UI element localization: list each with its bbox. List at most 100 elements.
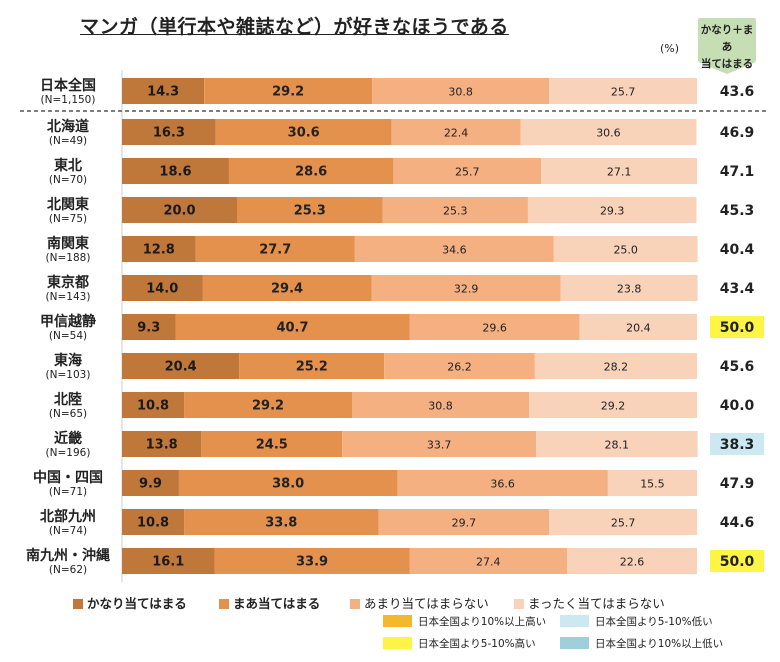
category-n-label: (N=65) xyxy=(49,408,87,420)
bar-segment xyxy=(607,470,697,496)
highlight-label-low10: 日本全国より10%以上低い xyxy=(595,638,724,650)
bar-segment xyxy=(215,119,392,145)
data-label: 13.8 xyxy=(146,438,178,453)
highlight-legend-high10: 日本全国より10%以上高い xyxy=(383,614,546,629)
category-n-label: (N=70) xyxy=(49,174,87,186)
data-label: 40.7 xyxy=(276,321,308,336)
category-n-label: (N=49) xyxy=(49,135,87,147)
legend-swatch-s2 xyxy=(219,599,229,609)
total-header-box xyxy=(698,18,756,62)
category-label: 南九州・沖縄 xyxy=(26,547,110,564)
data-label: 29.2 xyxy=(252,399,284,414)
legend-item-s1: かなり当てはまる xyxy=(73,593,187,612)
data-label: 23.8 xyxy=(617,283,642,296)
data-label: 29.2 xyxy=(601,400,626,413)
data-label: 26.2 xyxy=(447,361,472,374)
bar-segment xyxy=(122,470,179,496)
data-label: 28.1 xyxy=(605,439,630,452)
bar-segment xyxy=(549,78,697,104)
category-label: 北部九州 xyxy=(40,508,96,525)
category-n-label: (N=75) xyxy=(49,213,87,225)
bar-segment xyxy=(529,392,697,418)
bar-segment xyxy=(202,275,372,301)
bar-segment xyxy=(527,197,697,223)
bar-segment xyxy=(204,78,373,104)
legend-label-s3: あまり当てはまらない xyxy=(364,596,489,611)
total-value: 38.3 xyxy=(720,437,755,453)
total-value: 45.6 xyxy=(720,359,755,375)
category-label: 中国・四国 xyxy=(33,469,103,486)
total-highlight xyxy=(710,316,764,338)
data-label: 25.3 xyxy=(443,205,468,218)
category-label: 東海 xyxy=(54,352,82,369)
legend-label-s4: まったく当てはまらない xyxy=(528,596,665,611)
bar-segment xyxy=(122,275,203,301)
bar-segment xyxy=(354,236,554,262)
total-value: 44.6 xyxy=(720,515,755,531)
bar-segment xyxy=(409,548,568,574)
bar-segment xyxy=(122,353,240,379)
highlight-label-high10: 日本全国より10%以上高い xyxy=(418,616,547,628)
data-label: 24.5 xyxy=(256,438,288,453)
data-label: 29.6 xyxy=(482,322,507,335)
category-n-label: (N=74) xyxy=(49,525,87,537)
category-n-label: (N=62) xyxy=(49,564,87,576)
data-label: 20.4 xyxy=(165,360,197,375)
data-label: 32.9 xyxy=(454,283,479,296)
legend-swatch-s3 xyxy=(350,599,360,609)
data-label: 16.3 xyxy=(153,126,185,141)
bar-segment xyxy=(534,353,697,379)
bar-segment xyxy=(397,470,608,496)
data-label: 27.7 xyxy=(259,243,291,258)
data-label: 30.6 xyxy=(288,126,320,141)
data-label: 28.2 xyxy=(604,361,629,374)
bar-segment xyxy=(122,119,216,145)
data-label: 29.4 xyxy=(271,282,303,297)
data-label: 25.7 xyxy=(611,86,636,99)
category-label: 東北 xyxy=(54,157,82,174)
highlight-legend-low5: 日本全国より5-10%低い xyxy=(560,614,713,629)
category-n-label: (N=143) xyxy=(46,291,91,303)
total-header-arrow xyxy=(698,62,756,74)
category-label: 日本全国 xyxy=(40,77,96,94)
bar-segment xyxy=(175,314,410,340)
legend-label-s2: まあ当てはまる xyxy=(233,596,321,611)
bar-segment xyxy=(122,158,229,184)
bar-segment xyxy=(239,353,385,379)
bar-segment xyxy=(122,314,176,340)
total-value: 45.3 xyxy=(720,203,755,219)
total-highlight xyxy=(710,433,764,455)
data-label: 30.6 xyxy=(596,127,621,140)
bar-segment xyxy=(553,236,698,262)
bar-segment xyxy=(579,314,697,340)
bar-segment xyxy=(122,509,185,535)
legend-item-s2: まあ当てはまる xyxy=(219,593,320,612)
data-label: 18.6 xyxy=(159,165,191,180)
category-label: 北関東 xyxy=(47,196,89,213)
total-highlight xyxy=(710,550,764,572)
data-label: 28.6 xyxy=(295,165,327,180)
data-label: 15.5 xyxy=(640,478,665,491)
data-label: 33.8 xyxy=(265,516,297,531)
total-value: 50.0 xyxy=(720,554,755,570)
data-label: 9.3 xyxy=(137,321,160,336)
bar-segment xyxy=(122,548,215,574)
highlight-label-low5: 日本全国より5-10%低い xyxy=(595,616,713,628)
bar-segment xyxy=(352,392,530,418)
data-label: 9.9 xyxy=(139,477,162,492)
bar-segment xyxy=(560,275,698,301)
data-label: 25.7 xyxy=(611,517,636,530)
data-label: 25.7 xyxy=(455,166,480,179)
bar-segment xyxy=(178,470,398,496)
bar-segment xyxy=(214,548,410,574)
data-label: 25.2 xyxy=(296,360,328,375)
data-label: 16.1 xyxy=(152,555,184,570)
category-label: 甲信越静 xyxy=(40,313,96,330)
category-label: 近畿 xyxy=(54,430,82,447)
highlight-legend-high5: 日本全国より5-10%高い xyxy=(383,636,536,651)
legend-item-s4: まったく当てはまらない xyxy=(514,593,665,612)
total-value: 50.0 xyxy=(720,320,755,336)
data-label: 20.4 xyxy=(626,322,651,335)
total-value: 40.0 xyxy=(720,398,755,414)
bar-segment xyxy=(195,236,355,262)
